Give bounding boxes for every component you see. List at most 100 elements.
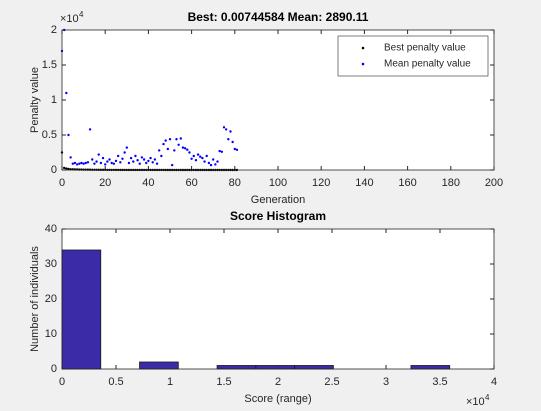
data-point <box>192 154 195 158</box>
y-tick-label: 1.5 <box>42 59 57 71</box>
x-tick-label: 4 <box>491 376 497 388</box>
data-point <box>170 163 174 167</box>
x-tick-label: 2.5 <box>324 376 339 388</box>
data-point <box>168 138 172 141</box>
bar <box>294 365 334 370</box>
y-axis-label: Number of individuals <box>29 246 41 352</box>
data-point <box>114 159 118 163</box>
data-point <box>67 167 70 171</box>
data-point <box>183 147 187 150</box>
data-point <box>218 149 221 153</box>
data-point <box>136 159 139 162</box>
data-point <box>116 154 120 158</box>
data-point <box>62 166 66 170</box>
data-point <box>80 168 83 171</box>
legend-marker <box>361 46 365 50</box>
x-tick-label: 20 <box>99 177 111 189</box>
data-point <box>164 139 167 142</box>
data-point <box>214 163 217 166</box>
data-point <box>155 162 159 165</box>
bar <box>255 365 296 370</box>
data-point <box>65 91 68 95</box>
data-point <box>158 149 161 152</box>
legend-label: Mean penalty value <box>384 59 471 70</box>
x-tick-label: 3.5 <box>432 376 447 388</box>
data-point <box>71 162 75 165</box>
x-multiplier: ×10 <box>466 396 485 408</box>
bar <box>61 249 102 370</box>
data-point <box>222 126 226 129</box>
chart-title: Best: 0.00744584 Mean: 2890.11 <box>188 10 369 24</box>
data-point <box>203 160 206 163</box>
data-point <box>132 160 135 163</box>
data-point <box>166 147 170 151</box>
data-point <box>138 162 141 165</box>
data-point <box>99 161 103 165</box>
data-point <box>140 156 144 159</box>
x-tick-label: 80 <box>229 177 241 189</box>
data-point <box>173 149 176 152</box>
data-point <box>175 138 178 141</box>
x-tick-label: 100 <box>269 177 287 189</box>
data-point <box>88 128 92 131</box>
x-tick-label: 0.5 <box>108 376 123 388</box>
x-tick-label: 2 <box>275 376 281 388</box>
data-point <box>196 153 200 156</box>
data-point <box>151 161 154 164</box>
bar <box>216 365 257 370</box>
data-point <box>201 156 204 160</box>
x-tick-label: 120 <box>312 177 330 189</box>
data-point <box>101 156 105 160</box>
bar <box>139 361 179 370</box>
x-tick-label: 180 <box>442 177 460 189</box>
data-point <box>149 156 152 160</box>
data-point <box>224 128 228 131</box>
axes-box <box>61 29 495 171</box>
data-point <box>112 162 116 165</box>
data-point <box>86 161 90 164</box>
data-point <box>104 163 107 166</box>
data-point <box>82 162 85 165</box>
data-point <box>220 150 224 153</box>
data-point <box>129 156 133 160</box>
y-tick-label: 1 <box>51 94 57 106</box>
data-point <box>73 161 77 165</box>
data-point <box>93 162 96 165</box>
legend-label: Best penalty value <box>384 43 466 54</box>
data-point <box>123 151 126 154</box>
data-point <box>207 161 211 165</box>
x-tick-label: 200 <box>485 177 503 189</box>
data-point <box>106 160 109 163</box>
data-point <box>78 168 81 171</box>
y-multiplier: ×10 <box>60 13 79 25</box>
data-point <box>108 158 111 161</box>
data-point <box>205 154 208 158</box>
data-point <box>216 160 219 163</box>
data-point <box>235 148 239 151</box>
data-point <box>95 160 98 163</box>
y-tick-label: 0 <box>51 164 57 176</box>
x-tick-label: 40 <box>142 177 154 189</box>
data-point <box>179 137 182 140</box>
data-point <box>145 161 148 165</box>
data-point <box>91 158 94 161</box>
y-tick-label: 30 <box>45 258 57 270</box>
data-point <box>177 143 180 146</box>
data-point <box>186 148 189 151</box>
data-point <box>80 161 83 165</box>
y-axis-label: Penalty value <box>29 67 41 133</box>
legend-box <box>337 35 489 77</box>
plot-area <box>62 229 494 369</box>
bar <box>410 365 451 370</box>
data-point <box>212 158 215 161</box>
data-point <box>78 162 81 165</box>
data-point <box>162 142 165 146</box>
data-point <box>67 133 70 137</box>
data-point <box>231 140 234 144</box>
x-multiplier-exponent: 4 <box>485 393 490 402</box>
data-point <box>153 158 157 161</box>
data-point <box>84 161 87 165</box>
x-tick-label: 160 <box>398 177 416 189</box>
data-point <box>69 156 72 159</box>
